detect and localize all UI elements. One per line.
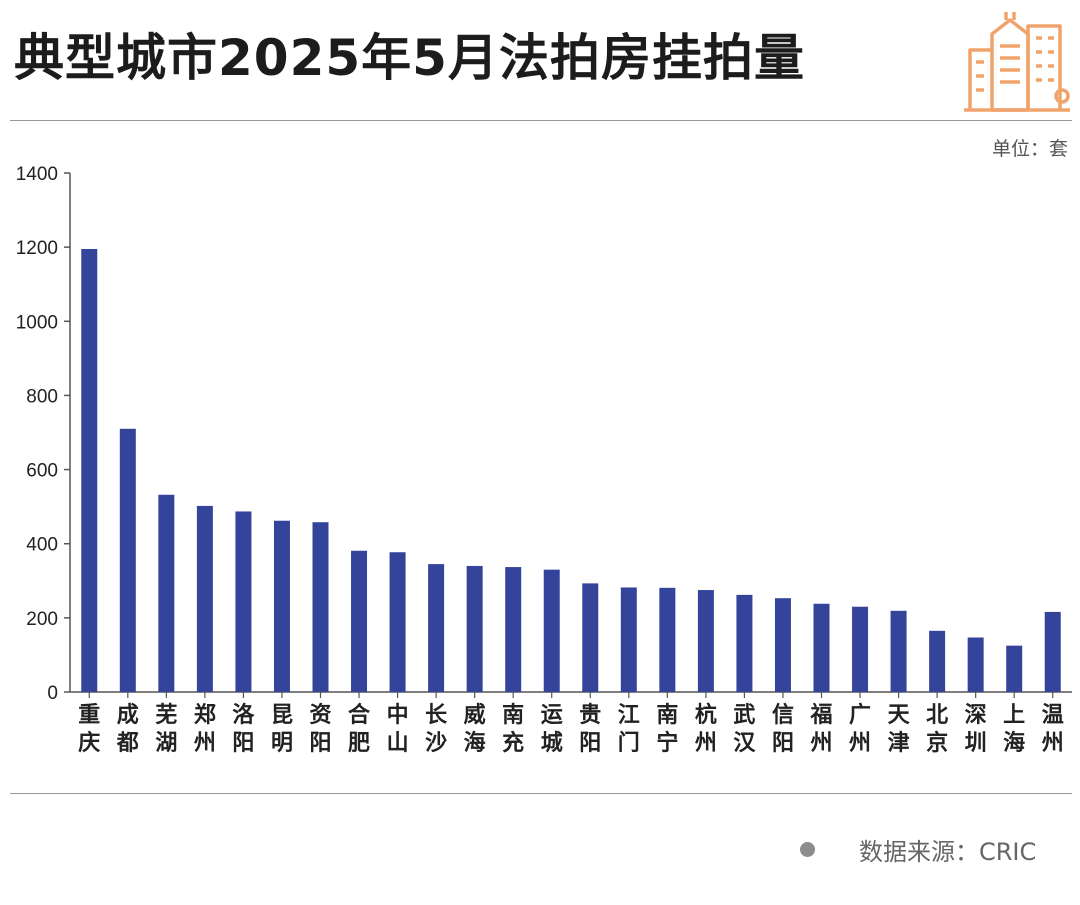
bar-21 — [852, 606, 869, 692]
x-tick-label: 南充 — [502, 703, 524, 756]
y-tick-label: 0 — [47, 683, 58, 704]
x-tick-label: 合肥 — [348, 702, 371, 756]
bar-24 — [967, 637, 984, 692]
x-tick-label: 资阳 — [309, 703, 331, 756]
x-tick-label: 长沙 — [425, 703, 448, 756]
x-tick-label: 重庆 — [78, 703, 100, 756]
bar-6 — [273, 520, 290, 692]
x-tick-label: 广州 — [849, 702, 871, 756]
header-divider — [10, 120, 1072, 121]
page-title: 典型城市2025年5月法拍房挂拍量 — [14, 29, 805, 87]
bar-3 — [158, 494, 175, 692]
y-tick-label: 200 — [26, 609, 58, 630]
bar-11 — [466, 565, 483, 692]
x-tick-label: 成都 — [116, 703, 139, 756]
bar-12 — [505, 567, 522, 692]
x-tick-label: 昆明 — [271, 703, 293, 756]
bar-18 — [736, 594, 753, 692]
data-source: 数据来源：CRIC — [800, 832, 1036, 867]
unit-label: 单位：套 — [991, 138, 1068, 160]
x-tick-label: 洛阳 — [232, 702, 255, 756]
y-tick-label: 800 — [26, 386, 58, 407]
x-tick-label: 中山 — [387, 703, 409, 756]
bar-14 — [582, 583, 599, 692]
x-tick-label: 福州 — [809, 703, 832, 756]
x-tick-label: 江门 — [618, 703, 640, 756]
x-tick-label: 上海 — [1003, 703, 1025, 756]
y-tick-label: 1400 — [16, 164, 58, 185]
bar-7 — [312, 522, 329, 692]
y-tick-label: 400 — [26, 535, 58, 556]
x-tick-label: 杭州 — [695, 702, 717, 756]
bar-15 — [620, 587, 637, 692]
y-tick-label: 1200 — [16, 238, 58, 259]
bar-4 — [196, 505, 213, 692]
bar-9 — [389, 552, 406, 692]
x-tick-label: 深圳 — [965, 703, 987, 756]
bar-25 — [1006, 645, 1023, 692]
y-tick-label: 600 — [26, 461, 58, 482]
x-tick-label: 信阳 — [772, 702, 794, 756]
footer-divider — [10, 793, 1072, 794]
bar-23 — [929, 630, 946, 692]
bar-2 — [119, 428, 136, 692]
source-label: 数据来源：CRIC — [859, 838, 1037, 866]
x-tick-label: 芜湖 — [155, 703, 177, 756]
bar-5 — [235, 511, 252, 692]
bar-26 — [1044, 611, 1061, 692]
bar-10 — [428, 564, 445, 692]
bar-1 — [81, 248, 98, 692]
x-tick-label: 南宁 — [656, 703, 678, 756]
bar-8 — [351, 550, 368, 692]
bar-19 — [774, 598, 791, 692]
bar-16 — [659, 587, 676, 692]
y-tick-label: 1000 — [16, 312, 58, 333]
x-tick-label: 郑州 — [194, 703, 216, 756]
bar-13 — [543, 569, 560, 692]
x-tick-label: 武汉 — [733, 703, 756, 756]
bullet-dot-icon — [800, 842, 815, 857]
city-buildings-icon — [964, 12, 1070, 112]
x-tick-label: 北京 — [926, 703, 948, 756]
x-tick-label: 贵阳 — [579, 703, 601, 756]
bar-20 — [813, 603, 830, 692]
bar-22 — [890, 610, 907, 692]
x-tick-label: 威海 — [464, 702, 486, 756]
x-tick-label: 温州 — [1042, 703, 1064, 756]
bar-17 — [697, 590, 714, 692]
x-tick-label: 天津 — [888, 703, 911, 756]
x-tick-label: 运城 — [541, 703, 563, 756]
